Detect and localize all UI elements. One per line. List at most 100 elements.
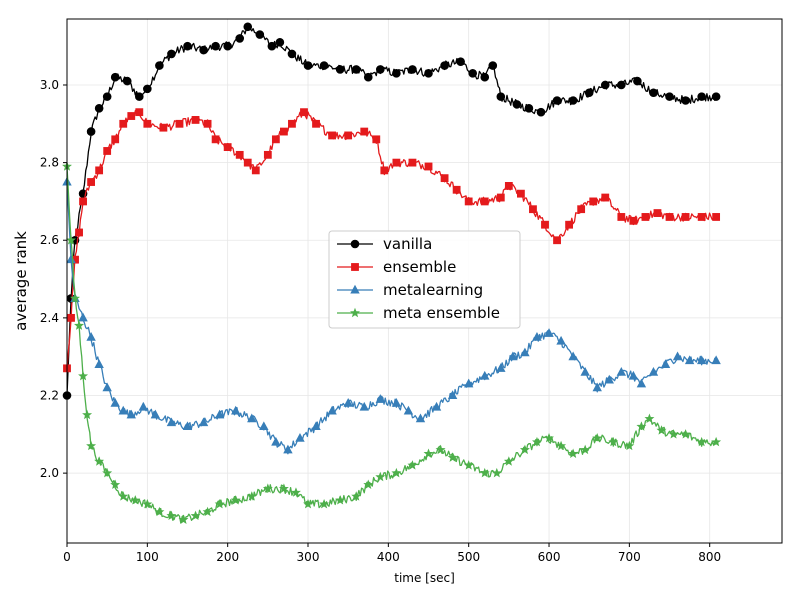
x-tick-label: 200 [216,550,239,564]
data-point-meta-ensemble [154,506,165,517]
data-point-legend-ensemble [351,263,359,271]
data-point-meta-ensemble [74,320,85,330]
data-point-metalearning [126,409,136,419]
x-tick-label: 400 [377,550,400,564]
data-point-metalearning [447,390,458,400]
y-tick-label: 2.6 [40,233,59,247]
data-point-metalearning [628,370,639,380]
data-point-vanilla [143,84,152,94]
x-tick-label: 0 [63,550,71,564]
data-point-meta-ensemble [491,467,502,478]
data-point-meta-ensemble [142,498,153,509]
data-point-vanilla [536,107,546,117]
data-point-vanilla [223,41,232,51]
data-point-meta-ensemble [214,498,225,509]
axes-frame [66,18,783,544]
data-point-ensemble [312,119,320,128]
data-point-meta-ensemble [363,479,374,490]
data-point-metalearning [403,405,414,415]
data-point-vanilla [183,41,192,51]
data-point-ensemble [127,112,136,120]
data-point-vanilla [468,69,478,78]
data-point-ensemble [111,135,120,144]
data-point-meta-ensemble [230,495,241,505]
data-point-vanilla [568,96,578,105]
data-point-metalearning [102,382,112,392]
data-point-vanilla [102,92,112,101]
data-point-vanilla [267,41,277,51]
series-line-metalearning [66,181,717,455]
data-point-ensemble [95,166,104,175]
data-point-ensemble [175,119,184,128]
data-point-meta-ensemble [166,510,177,521]
data-point-vanilla [480,72,490,82]
data-point-vanilla [496,92,506,101]
data-point-ensemble [464,197,473,206]
data-point-meta-ensemble [407,460,418,470]
series-metalearning [62,176,721,455]
data-point-vanilla [512,100,522,109]
data-point-metalearning [391,398,402,407]
data-point-vanilla [275,37,285,47]
data-point-meta-ensemble [568,448,579,458]
data-point-meta-ensemble [70,293,81,303]
data-point-metalearning [544,328,554,337]
data-point-metalearning [247,413,257,423]
data-point-ensemble [517,189,525,198]
x-axis-ticks: 0 100 200 300 400 500 600 700 800 [63,543,721,564]
data-point-metalearning [327,405,337,415]
data-point-ensemble [565,220,574,229]
data-point-meta-ensemble [556,440,567,451]
data-point-meta-ensemble [656,425,667,435]
series-ensemble [63,108,721,373]
data-point-metalearning [198,417,209,427]
legend-label: vanilla [383,235,432,253]
y-tick-label: 2.4 [40,311,59,325]
data-point-vanilla [94,103,104,113]
data-point-meta-ensemble [503,456,514,466]
data-point-ensemble [697,213,706,221]
data-point-meta-ensemble [118,491,129,501]
data-point-ensemble [408,158,417,167]
data-point-meta-ensemble [391,467,402,478]
data-point-meta-ensemble [463,460,474,470]
data-point-vanilla [617,80,626,90]
data-point-vanilla [649,88,658,98]
series-layer [62,22,722,524]
x-tick-label: 500 [457,550,480,564]
data-point-vanilla [488,61,498,70]
data-point-ensemble [665,213,674,221]
data-point-meta-ensemble [375,471,386,482]
data-point-meta-ensemble [519,444,530,455]
legend: vanilla ensemble metalearning meta ensemble [328,230,521,329]
data-point-meta-ensemble [544,432,554,443]
data-point-metalearning [182,421,193,431]
data-point-metalearning [415,413,426,423]
data-point-ensemble [681,213,690,221]
y-tick-label: 2.2 [40,389,59,403]
data-point-meta-ensemble [290,487,301,497]
data-point-ensemble [251,166,260,175]
data-point-meta-ensemble [608,436,619,447]
data-point-ensemble [271,135,280,144]
y-axis-ticks: 2.0 2.2 2.4 2.6 2.8 3.0 [40,78,67,480]
data-point-vanilla [392,69,401,78]
data-point-metalearning [259,421,269,431]
data-point-ensemble [87,178,96,186]
data-point-vanilla [167,49,176,59]
data-point-metalearning [271,436,281,446]
data-point-meta-ensemble [644,413,655,424]
y-tick-label: 2.0 [40,466,59,480]
data-point-meta-ensemble [102,467,113,478]
data-point-ensemble [159,123,168,132]
data-point-meta-ensemble [303,498,313,509]
data-point-vanilla [243,22,253,32]
data-point-vanilla [697,92,706,101]
data-point-metalearning [431,401,442,411]
data-point-ensemble [143,119,152,128]
data-point-ensemble [191,116,200,124]
data-point-ensemble [380,166,389,175]
data-point-meta-ensemble [680,429,691,439]
